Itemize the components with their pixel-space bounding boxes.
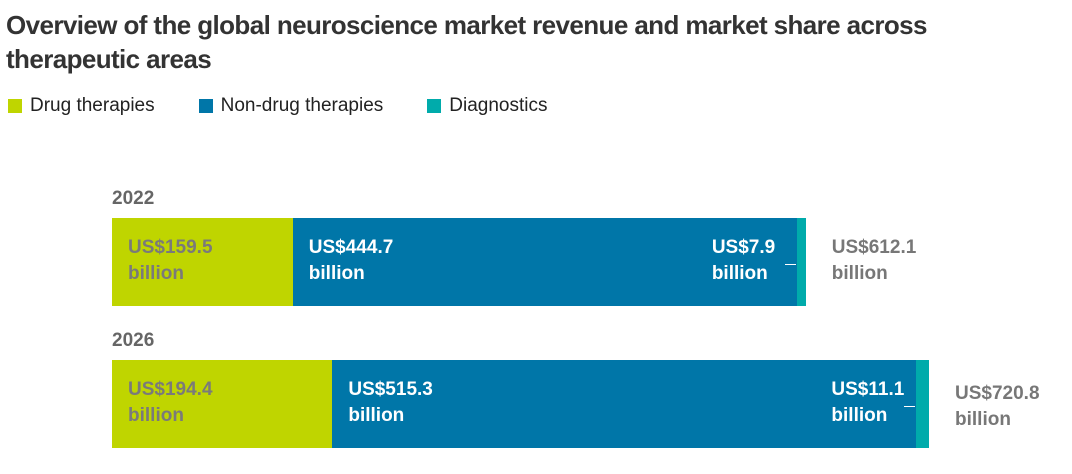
chart-title: Overview of the global neuroscience mark… [6, 10, 928, 74]
value-label: US$444.7 billion [308, 237, 394, 284]
legend-swatch [427, 99, 442, 113]
value-label: US$11.1 billion [831, 379, 905, 426]
value-label: US$194.4 billion [128, 379, 213, 426]
legend-item: Diagnostics [427, 95, 548, 117]
value-label: US$159.5 billion [128, 237, 213, 284]
bar-segment [292, 218, 797, 306]
legend-label: Drug therapies [30, 95, 155, 116]
value-label: US$7.9 billion [711, 237, 776, 284]
bar-segment [916, 360, 929, 448]
total-label: US$720.8 billion [955, 383, 1040, 430]
legend-item: Non-drug therapies [198, 95, 384, 117]
legend: Drug therapies Non-drug therapies Diagnost… [8, 95, 592, 117]
legend-swatch [8, 99, 22, 113]
legend-label: Diagnostics [449, 95, 548, 116]
bar-segment [112, 218, 293, 306]
bar-segment [332, 360, 917, 448]
bar-segment [112, 360, 333, 448]
legend-item: Drug therapies [8, 95, 155, 117]
leader-line [904, 406, 916, 407]
value-label: US$515.3 billion [348, 379, 433, 426]
total-label: US$612.1 billion [831, 237, 917, 284]
leader-line [784, 264, 796, 265]
legend-label: Non-drug therapies [220, 95, 384, 116]
legend-swatch [198, 99, 213, 113]
category-label: 2026 [112, 330, 155, 351]
bar-segment [796, 218, 806, 306]
category-label: 2022 [112, 188, 155, 209]
